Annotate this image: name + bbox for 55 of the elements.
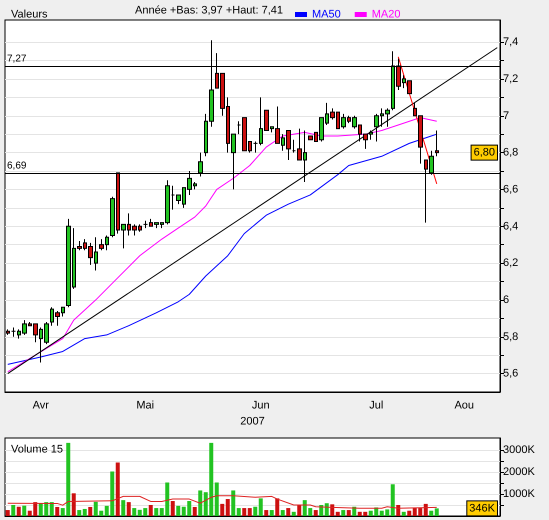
legend-label: MA20 bbox=[372, 8, 400, 20]
y-tick-label: 6,4 bbox=[503, 220, 518, 232]
annotation: 346K bbox=[469, 502, 496, 514]
ref-line-label: 6,69 bbox=[7, 160, 27, 172]
bar bbox=[292, 512, 296, 516]
x-tick-label: Avr bbox=[32, 400, 50, 412]
line-series bbox=[7, 495, 438, 509]
x-tick-label: Aou bbox=[454, 400, 474, 412]
text: Année +Bas: 3,97 +Haut: 7,41 bbox=[135, 4, 284, 16]
y-tick-label: 2000K bbox=[503, 466, 536, 478]
bar bbox=[346, 510, 351, 516]
bar bbox=[148, 504, 153, 516]
y-tick-label: 7 bbox=[503, 110, 510, 122]
y-tick-label: 1000K bbox=[503, 488, 536, 500]
y-tick-label: 5,8 bbox=[503, 330, 518, 343]
bar bbox=[275, 498, 280, 516]
y-tick-label: 7,4 bbox=[503, 36, 518, 48]
candlestick bbox=[435, 130, 439, 157]
y-tick-label: 6,8 bbox=[503, 146, 518, 159]
y-tick-label: 3000K bbox=[503, 444, 536, 456]
bar bbox=[280, 510, 285, 516]
y-tick-label: 6,6 bbox=[503, 183, 518, 196]
bar bbox=[116, 462, 120, 516]
y-tick-label: 7,2 bbox=[503, 72, 518, 85]
bar bbox=[121, 500, 126, 516]
x-tick-label: Jul bbox=[369, 400, 384, 412]
bar bbox=[22, 506, 26, 516]
bar bbox=[286, 508, 290, 516]
bar bbox=[264, 510, 268, 516]
bar bbox=[72, 493, 76, 516]
bar bbox=[341, 510, 346, 516]
bar bbox=[88, 506, 92, 516]
bar bbox=[11, 504, 16, 516]
y-tick-label: 6 bbox=[503, 294, 510, 306]
bar bbox=[55, 506, 60, 516]
bar bbox=[170, 501, 175, 516]
x-tick-label: Jun bbox=[252, 400, 270, 412]
chart-title: Volume 15 bbox=[11, 444, 63, 456]
annotation: 6,80 bbox=[474, 146, 495, 159]
bar bbox=[402, 512, 406, 516]
x-tick-label: Mai bbox=[136, 400, 154, 412]
bar bbox=[314, 510, 318, 516]
bar bbox=[6, 510, 10, 516]
legend-label: MA50 bbox=[312, 8, 341, 20]
bar bbox=[270, 510, 274, 516]
bar bbox=[126, 502, 131, 516]
bar bbox=[16, 506, 21, 516]
ref-line-label: 7,27 bbox=[7, 54, 27, 65]
y-tick-label: 6,2 bbox=[503, 257, 518, 270]
chart-title: Valeurs bbox=[11, 8, 48, 20]
bar bbox=[297, 504, 302, 516]
bar bbox=[192, 506, 197, 516]
y-tick-label: 5,6 bbox=[503, 368, 518, 380]
x-axis-title: 2007 bbox=[240, 416, 265, 428]
bar bbox=[396, 504, 400, 516]
